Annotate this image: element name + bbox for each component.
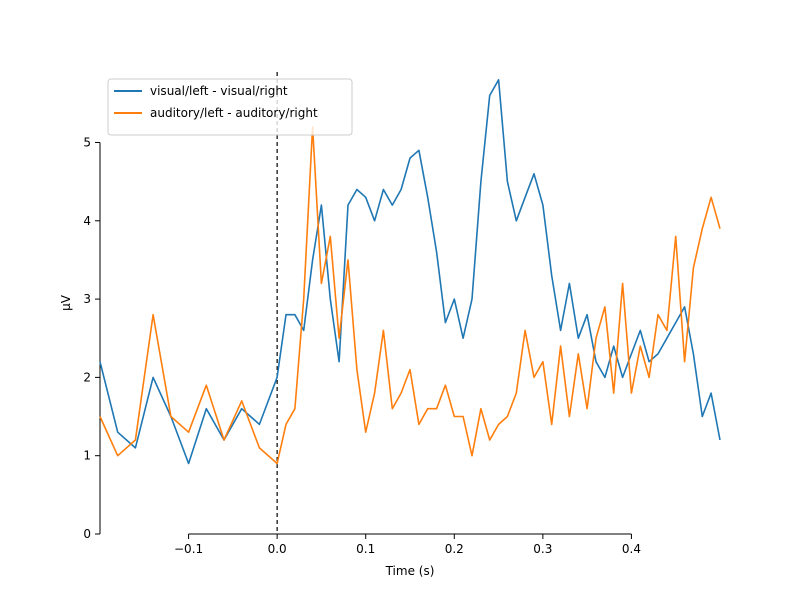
series-line-1 <box>99 79 721 465</box>
x-tick-label: 0.2 <box>445 542 464 556</box>
y-tick-label: 1 <box>83 449 91 463</box>
x-tick-label: 0.3 <box>533 542 552 556</box>
y-tick-label: 5 <box>83 135 91 149</box>
legend: visual/left - visual/right auditory/left … <box>107 78 353 136</box>
x-tick-label: −0.1 <box>174 542 203 556</box>
legend-label: auditory/left - auditory/right <box>150 106 318 120</box>
y-axis: 0 1 2 3 4 5 <box>83 135 101 541</box>
x-axis: −0.1 0.0 0.1 0.2 0.3 0.4 <box>174 533 641 556</box>
x-tick-label: 0.0 <box>268 542 287 556</box>
y-ticks: 0 1 2 3 4 5 <box>83 135 100 541</box>
x-tick-label: 0.1 <box>356 542 375 556</box>
x-axis-label: Time (s) <box>385 564 435 578</box>
series-group <box>99 79 721 465</box>
y-tick-label: 3 <box>83 292 91 306</box>
legend-items: visual/left - visual/right auditory/left … <box>114 84 318 120</box>
y-tick-label: 4 <box>83 214 91 228</box>
legend-label: visual/left - visual/right <box>150 84 288 98</box>
y-axis-label: µV <box>59 294 73 311</box>
x-ticks: −0.1 0.0 0.1 0.2 0.3 0.4 <box>174 534 641 556</box>
x-tick-label: 0.4 <box>622 542 641 556</box>
series-line-2 <box>99 126 721 465</box>
legend-box <box>107 78 353 136</box>
y-tick-label: 2 <box>83 370 91 384</box>
y-tick-label: 0 <box>83 527 91 541</box>
